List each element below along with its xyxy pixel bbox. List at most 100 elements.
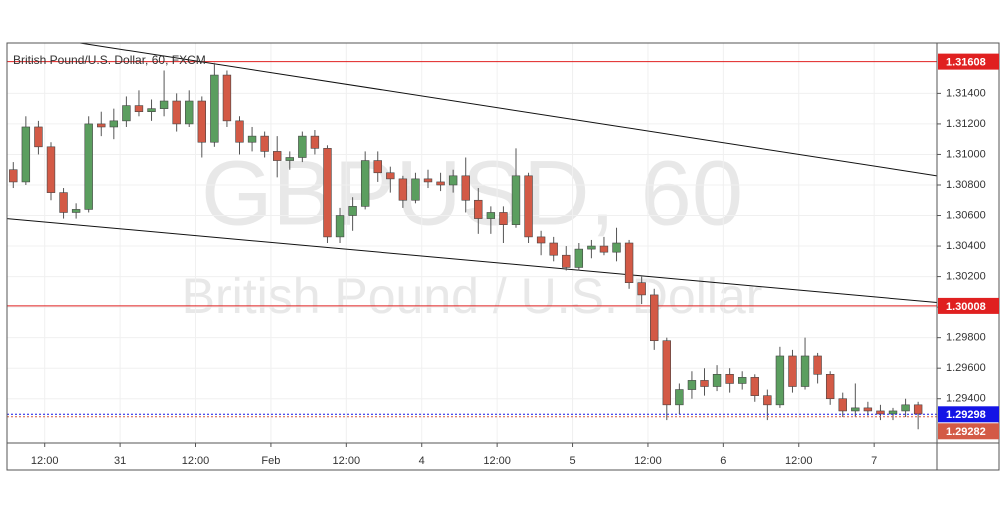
x-tick-label: 12:00 [483, 455, 511, 467]
candle-body [499, 212, 508, 225]
x-tick-label: 5 [569, 455, 575, 467]
y-tick-label: 1.30200 [946, 270, 986, 282]
candle-body [587, 245, 596, 250]
candle-body [210, 74, 219, 143]
x-tick-label: 12:00 [634, 455, 662, 467]
candle-body [863, 407, 873, 412]
candle-body [536, 236, 546, 244]
candle-body [247, 135, 257, 143]
y-tick-label: 1.31200 [946, 118, 986, 130]
candle-body [599, 245, 609, 253]
candle-body [825, 373, 835, 400]
candle-body [285, 157, 294, 161]
candle-body [662, 340, 671, 406]
trend-line [79, 43, 937, 177]
candle-body [386, 172, 395, 180]
x-tick-label: 12:00 [333, 455, 361, 467]
candle-body [159, 100, 169, 109]
candle-body [310, 135, 320, 149]
candle-body [9, 169, 18, 183]
candle-body [59, 192, 68, 213]
candle-body [134, 105, 144, 113]
candle-body [750, 377, 759, 396]
candle-body [800, 355, 810, 387]
candle-body [360, 160, 370, 207]
y-tick-label: 1.30400 [946, 240, 986, 252]
y-tick-label: 1.29600 [946, 362, 986, 374]
candle-body [876, 410, 885, 415]
y-tick-label: 1.30800 [946, 179, 986, 191]
price-label-box [938, 423, 999, 440]
candle-body [486, 212, 496, 219]
candle-body [901, 404, 910, 412]
candle-body [185, 100, 194, 125]
x-tick-label: 31 [114, 455, 126, 467]
y-tick-label: 1.31000 [946, 148, 986, 160]
candle-body [122, 105, 131, 122]
x-tick-label: 12:00 [31, 455, 59, 467]
candle-body [474, 199, 483, 219]
level-label: 1.31608 [946, 57, 986, 69]
candle-body [524, 175, 533, 238]
candle-body [461, 175, 470, 201]
candle-body [888, 410, 898, 415]
candle-body [46, 146, 56, 193]
candle-body [612, 242, 621, 253]
candle-body [298, 135, 307, 158]
candle-body [398, 178, 408, 201]
x-tick-label: Feb [261, 455, 280, 467]
candle-body [624, 242, 634, 283]
candle-body [373, 160, 382, 174]
candle-body [147, 108, 156, 113]
candle-body [700, 380, 709, 387]
candle-body [675, 389, 684, 406]
x-tick-label: 7 [871, 455, 877, 467]
price-label: 1.29282 [946, 426, 986, 438]
price-label-box [938, 406, 999, 423]
plot-area [7, 43, 937, 430]
level-label: 1.30008 [946, 301, 986, 313]
y-tick-label: 1.29400 [946, 393, 986, 405]
watermark-symbol: GBPUSD, 60 [201, 142, 743, 244]
candle-body [34, 126, 43, 148]
candle-body [574, 248, 584, 268]
x-tick-label: 4 [419, 455, 425, 467]
candle-body [260, 135, 269, 152]
candle-body [235, 120, 244, 143]
x-tick-label: 6 [720, 455, 726, 467]
candle-body [172, 100, 181, 125]
candle-body [838, 398, 847, 412]
candle-body [97, 123, 106, 128]
level-label-box [938, 297, 999, 314]
y-tick-label: 1.31400 [946, 87, 986, 99]
candle-body [712, 373, 722, 387]
candle-body [197, 100, 206, 143]
candle-body [109, 120, 119, 128]
candle-body [851, 407, 860, 412]
axes: 1.294001.296001.298001.300001.302001.304… [31, 53, 999, 467]
candle-body [273, 151, 282, 161]
chart-frame [6, 42, 1000, 471]
x-tick-label: 12:00 [785, 455, 813, 467]
candle-body [687, 380, 697, 390]
candle-body [637, 282, 646, 296]
candle-body [71, 209, 81, 213]
x-tick-label: 12:00 [182, 455, 210, 467]
candle-body [423, 178, 433, 183]
candle-body [511, 175, 521, 225]
candle-body [84, 123, 93, 210]
level-label-box [938, 53, 999, 70]
candle-body [788, 355, 797, 387]
candle-body [650, 294, 659, 342]
candle-body [913, 404, 923, 415]
candle-body [222, 74, 232, 122]
candle-body [411, 178, 420, 201]
candle-body [21, 126, 31, 183]
candle-body [763, 395, 772, 406]
candle-body [738, 377, 747, 384]
trend-line [7, 218, 937, 304]
candle-body [448, 175, 458, 186]
candle-body [335, 215, 345, 238]
